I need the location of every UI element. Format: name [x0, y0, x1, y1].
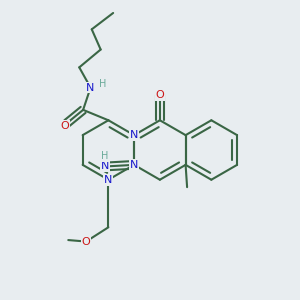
Text: N: N: [86, 82, 95, 93]
Text: O: O: [60, 121, 69, 130]
Text: N: N: [130, 130, 138, 140]
Text: O: O: [155, 90, 164, 100]
Text: O: O: [82, 236, 91, 247]
Text: H: H: [101, 151, 109, 161]
Text: N: N: [130, 160, 138, 170]
Text: H: H: [99, 79, 106, 89]
Text: N: N: [104, 175, 112, 185]
Text: N: N: [101, 161, 109, 171]
